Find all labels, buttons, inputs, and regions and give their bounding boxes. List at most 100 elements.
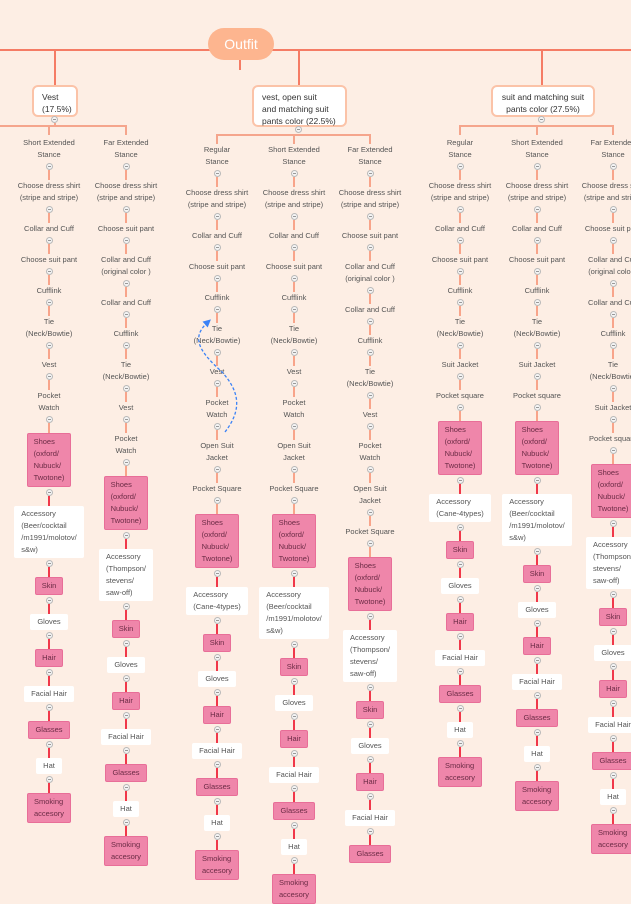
topic-node[interactable]: Vest xyxy=(118,403,134,412)
collapse-toggle-icon[interactable] xyxy=(45,597,53,604)
collapse-toggle-icon[interactable] xyxy=(456,633,464,640)
collapse-toggle-icon[interactable] xyxy=(609,772,617,779)
topic-node[interactable]: Cufflink xyxy=(357,336,383,345)
collapse-toggle-icon[interactable] xyxy=(213,349,221,356)
collapse-toggle-icon[interactable] xyxy=(290,306,298,313)
topic-node[interactable]: Far Extended Stance xyxy=(590,138,631,159)
collapse-toggle-icon[interactable] xyxy=(290,713,298,720)
collapse-toggle-icon[interactable] xyxy=(213,275,221,282)
topic-node[interactable]: Collar and Cuff (original color ) xyxy=(588,255,631,276)
topic-node[interactable]: Glasses xyxy=(105,764,147,782)
topic-node[interactable]: Cufflink xyxy=(447,286,473,295)
topic-node[interactable]: Smoking accesory xyxy=(103,836,148,866)
topic-node[interactable]: Smoking accesory xyxy=(437,757,482,787)
collapse-toggle-icon[interactable] xyxy=(609,591,617,598)
topic-node[interactable]: Glasses xyxy=(516,709,558,727)
collapse-toggle-icon[interactable] xyxy=(456,299,464,306)
topic-node[interactable]: Gloves xyxy=(594,645,631,661)
collapse-toggle-icon[interactable] xyxy=(122,532,130,539)
collapse-toggle-icon[interactable] xyxy=(45,206,53,213)
collapse-toggle-icon[interactable] xyxy=(290,678,298,685)
collapse-toggle-icon[interactable] xyxy=(122,416,130,423)
topic-node[interactable]: Collar and Cuff xyxy=(24,224,74,233)
topic-node[interactable]: Gloves xyxy=(198,671,236,687)
collapse-toggle-icon[interactable] xyxy=(45,741,53,748)
topic-node[interactable]: Facial Hair xyxy=(24,686,74,702)
topic-node[interactable]: Far Extended Stance xyxy=(347,145,393,166)
collapse-toggle-icon[interactable] xyxy=(122,747,130,754)
topic-node[interactable]: Vest xyxy=(209,367,225,376)
collapse-toggle-icon[interactable] xyxy=(122,640,130,647)
topic-node[interactable]: Accessory (Thompson/ stevens/ saw-off) xyxy=(98,549,154,601)
collapse-toggle-icon[interactable] xyxy=(609,280,617,287)
topic-node[interactable]: Vest xyxy=(286,367,302,376)
collapse-toggle-icon[interactable] xyxy=(609,342,617,349)
collapse-toggle-icon[interactable] xyxy=(213,798,221,805)
collapse-toggle-icon[interactable] xyxy=(456,596,464,603)
topic-node[interactable]: Skin xyxy=(522,565,552,583)
collapse-toggle-icon[interactable] xyxy=(290,423,298,430)
collapse-toggle-icon[interactable] xyxy=(609,237,617,244)
collapse-toggle-icon[interactable] xyxy=(290,570,298,577)
collapse-toggle-icon[interactable] xyxy=(609,520,617,527)
collapse-toggle-icon[interactable] xyxy=(290,466,298,473)
topic-node[interactable]: Glasses xyxy=(592,752,631,770)
topic-node[interactable]: Hat xyxy=(113,801,139,817)
topic-node[interactable]: Short Extended Stance xyxy=(268,145,320,166)
topic-node[interactable]: Shoes (oxford/ Nubuck/ Twotone) xyxy=(590,464,631,518)
topic-node[interactable]: Suit Jacket xyxy=(518,360,556,369)
topic-node[interactable]: Collar and Cuff xyxy=(435,224,485,233)
collapse-toggle-icon[interactable] xyxy=(122,163,130,170)
collapse-toggle-icon[interactable] xyxy=(366,423,374,430)
topic-node[interactable]: Gloves xyxy=(441,578,479,594)
topic-node[interactable]: Skin xyxy=(355,701,385,719)
collapse-toggle-icon[interactable] xyxy=(609,416,617,423)
collapse-toggle-icon[interactable] xyxy=(609,206,617,213)
topic-node[interactable]: Facial Hair xyxy=(269,767,319,783)
group-node-suit[interactable]: suit and matching suit pants color (27.5… xyxy=(491,85,595,117)
collapse-toggle-icon[interactable] xyxy=(533,692,541,699)
collapse-toggle-icon[interactable] xyxy=(122,342,130,349)
topic-node[interactable]: Gloves xyxy=(275,695,313,711)
collapse-toggle-icon[interactable] xyxy=(609,807,617,814)
collapse-toggle-icon[interactable] xyxy=(122,784,130,791)
topic-node[interactable]: Hat xyxy=(204,815,230,831)
topic-node[interactable]: Accessory (Beer/cocktail /m1991/molotov/… xyxy=(502,494,572,546)
collapse-toggle-icon[interactable] xyxy=(456,561,464,568)
topic-node[interactable]: Smoking accesory xyxy=(590,824,631,854)
topic-node[interactable]: Tie (Neck/Bowtie) xyxy=(513,317,561,338)
topic-node[interactable]: Accessory (Thompson/ stevens/ saw-off) xyxy=(342,630,398,682)
topic-node[interactable]: Choose dress shirt (stripe and stripe) xyxy=(185,188,249,209)
topic-node[interactable]: Choose dress shirt (stripe and stripe) xyxy=(505,181,569,202)
topic-node[interactable]: Choose suit pant xyxy=(188,262,246,271)
topic-node[interactable]: Open Suit Jacket xyxy=(200,441,234,462)
topic-node[interactable]: Hair xyxy=(599,680,627,698)
topic-node[interactable]: Cufflink xyxy=(204,293,230,302)
topic-node[interactable]: Choose dress shirt (stripe and stripe) xyxy=(262,188,326,209)
topic-node[interactable]: Regular Stance xyxy=(203,145,231,166)
collapse-toggle-icon[interactable] xyxy=(122,206,130,213)
topic-node[interactable]: Collar and Cuff xyxy=(345,305,395,314)
topic-node[interactable]: Gloves xyxy=(518,602,556,618)
collapse-toggle-icon[interactable] xyxy=(122,675,130,682)
collapse-toggle-icon[interactable] xyxy=(533,237,541,244)
topic-node[interactable]: Accessory (Beer/cocktail /m1991/molotov/… xyxy=(14,506,84,558)
topic-node[interactable]: Cufflink xyxy=(113,329,139,338)
collapse-toggle-icon[interactable] xyxy=(533,299,541,306)
collapse-toggle-icon[interactable] xyxy=(45,373,53,380)
collapse-toggle-icon[interactable] xyxy=(45,416,53,423)
collapse-toggle-icon[interactable] xyxy=(456,268,464,275)
root-node-outfit[interactable]: Outfit xyxy=(208,28,274,60)
collapse-toggle-icon[interactable] xyxy=(533,764,541,771)
topic-node[interactable]: Choose dress shirt (stripe and stripe) xyxy=(428,181,492,202)
collapse-toggle-icon[interactable] xyxy=(456,404,464,411)
collapse-toggle-icon[interactable] xyxy=(366,793,374,800)
topic-node[interactable]: Choose suit pant xyxy=(431,255,489,264)
topic-node[interactable]: Glasses xyxy=(196,778,238,796)
topic-node[interactable]: Glasses xyxy=(28,721,70,739)
collapse-toggle-icon[interactable] xyxy=(609,163,617,170)
collapse-toggle-icon[interactable] xyxy=(290,785,298,792)
collapse-toggle-icon[interactable] xyxy=(290,244,298,251)
topic-node[interactable]: Cufflink xyxy=(600,329,626,338)
topic-node[interactable]: Cufflink xyxy=(524,286,550,295)
